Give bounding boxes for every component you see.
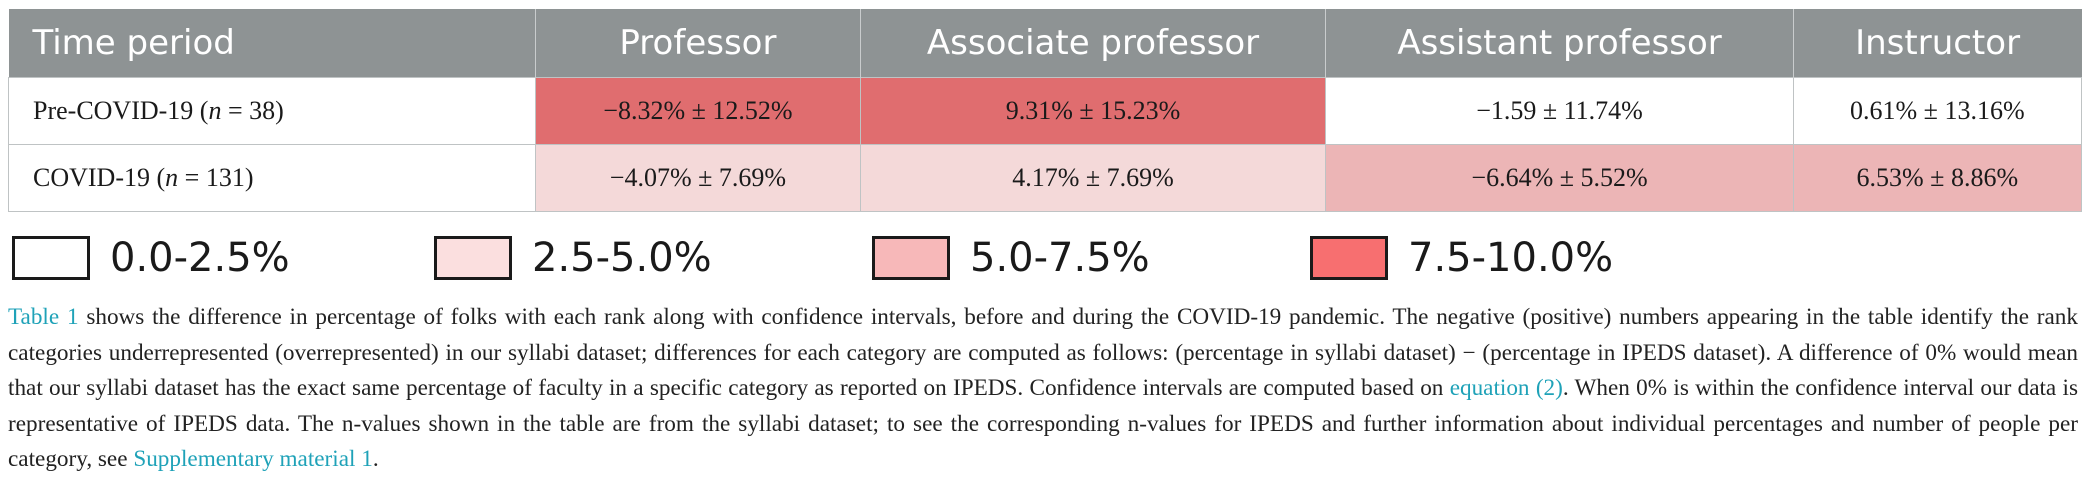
header-assistant-professor: Assistant professor bbox=[1325, 9, 1794, 78]
legend-label: 0.0-2.5% bbox=[110, 235, 290, 281]
cell-pre-covid-professor: −8.32% ± 12.52% bbox=[535, 77, 861, 145]
period-text: Pre-COVID-19 ( bbox=[33, 96, 209, 125]
header-instructor: Instructor bbox=[1793, 9, 2082, 78]
cell-covid-instructor: 6.53% ± 8.86% bbox=[1792, 144, 2083, 212]
supplementary-material-link[interactable]: Supplementary material 1 bbox=[133, 446, 373, 472]
legend-item-0: 0.0-2.5% bbox=[12, 230, 290, 286]
cell-pre-covid-associate: 9.31% ± 15.23% bbox=[859, 77, 1327, 145]
n-value: = 38) bbox=[221, 96, 284, 125]
table-header-row: Time period Professor Associate professo… bbox=[8, 9, 2082, 78]
row-label-covid: COVID-19 (n = 131) bbox=[7, 144, 537, 212]
legend-swatch bbox=[434, 236, 512, 280]
cell-covid-associate: 4.17% ± 7.69% bbox=[859, 144, 1327, 212]
cell-covid-assistant: −6.64% ± 5.52% bbox=[1325, 144, 1794, 212]
legend-label: 5.0-7.5% bbox=[970, 235, 1150, 281]
table-caption: Table 1 shows the difference in percenta… bbox=[8, 300, 2078, 478]
legend-item-2: 5.0-7.5% bbox=[872, 230, 1150, 286]
legend-swatch bbox=[1310, 236, 1388, 280]
n-value: = 131) bbox=[178, 163, 254, 192]
header-professor: Professor bbox=[535, 9, 861, 78]
cell-covid-professor: −4.07% ± 7.69% bbox=[535, 144, 861, 212]
color-legend: 0.0-2.5% 2.5-5.0% 5.0-7.5% 7.5-10.0% bbox=[0, 230, 2085, 286]
n-variable: n bbox=[208, 96, 222, 125]
cell-pre-covid-assistant: −1.59 ± 11.74% bbox=[1325, 77, 1794, 145]
table-1-link[interactable]: Table 1 bbox=[8, 304, 79, 330]
results-table-container: Time period Professor Associate professo… bbox=[7, 9, 2083, 212]
table-row-pre-covid: Pre-COVID-19 (n = 38) −8.32% ± 12.52% 9.… bbox=[7, 77, 2083, 145]
legend-item-3: 7.5-10.0% bbox=[1310, 230, 1613, 286]
table-row-covid: COVID-19 (n = 131) −4.07% ± 7.69% 4.17% … bbox=[7, 144, 2083, 212]
caption-text: shows the difference in percentage of fo… bbox=[8, 304, 2078, 401]
equation-2-link[interactable]: equation (2) bbox=[1449, 375, 1563, 401]
legend-label: 7.5-10.0% bbox=[1408, 235, 1614, 281]
legend-swatch bbox=[872, 236, 950, 280]
results-table: Time period Professor Associate professo… bbox=[7, 9, 2083, 212]
row-label-pre-covid: Pre-COVID-19 (n = 38) bbox=[7, 77, 537, 145]
header-time-period: Time period bbox=[8, 9, 537, 78]
legend-label: 2.5-5.0% bbox=[532, 235, 712, 281]
header-associate-professor: Associate professor bbox=[860, 9, 1327, 78]
caption-text: . When 0% is within the confidence inter… bbox=[8, 375, 2078, 472]
legend-item-1: 2.5-5.0% bbox=[434, 230, 712, 286]
n-variable: n bbox=[165, 163, 179, 192]
caption-text: . bbox=[372, 446, 379, 472]
cell-pre-covid-instructor: 0.61% ± 13.16% bbox=[1792, 77, 2083, 145]
period-text: COVID-19 ( bbox=[33, 163, 166, 192]
legend-swatch bbox=[12, 236, 90, 280]
